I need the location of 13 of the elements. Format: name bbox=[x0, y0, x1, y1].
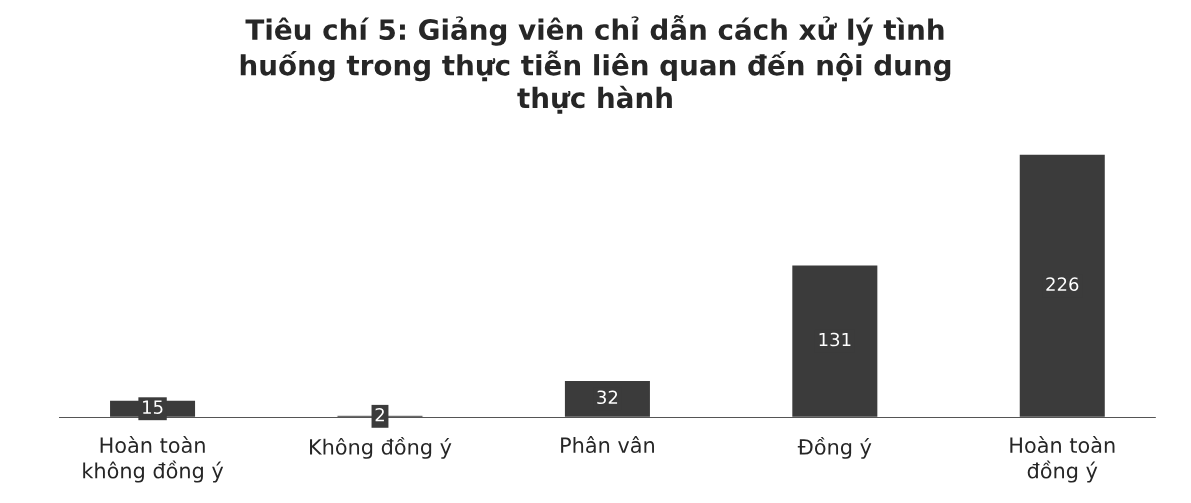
data-label: 131 bbox=[819, 332, 851, 347]
x-tick-label: Hoàn toàn không đồng ý bbox=[83, 436, 224, 483]
bar bbox=[1018, 153, 1107, 418]
x-tick-label: Hoàn toàn đồng ý bbox=[1010, 436, 1115, 483]
data-label: 15 bbox=[143, 400, 163, 414]
x-tick-label: Đồng ý bbox=[797, 436, 872, 459]
chart-title: Tiêu chí 5: Giảng viên chỉ dẫn cách xử lý tình huống trong thực tiễn liên quan đến nội dung thực hành bbox=[240, 15, 951, 114]
data-label: 32 bbox=[597, 390, 618, 405]
bar bbox=[790, 264, 879, 418]
x-tick-label: Không đồng ý bbox=[310, 436, 452, 459]
data-label: 226 bbox=[1046, 277, 1079, 291]
data-label: 2 bbox=[375, 407, 384, 422]
x-tick-label: Phân vân bbox=[561, 436, 654, 454]
